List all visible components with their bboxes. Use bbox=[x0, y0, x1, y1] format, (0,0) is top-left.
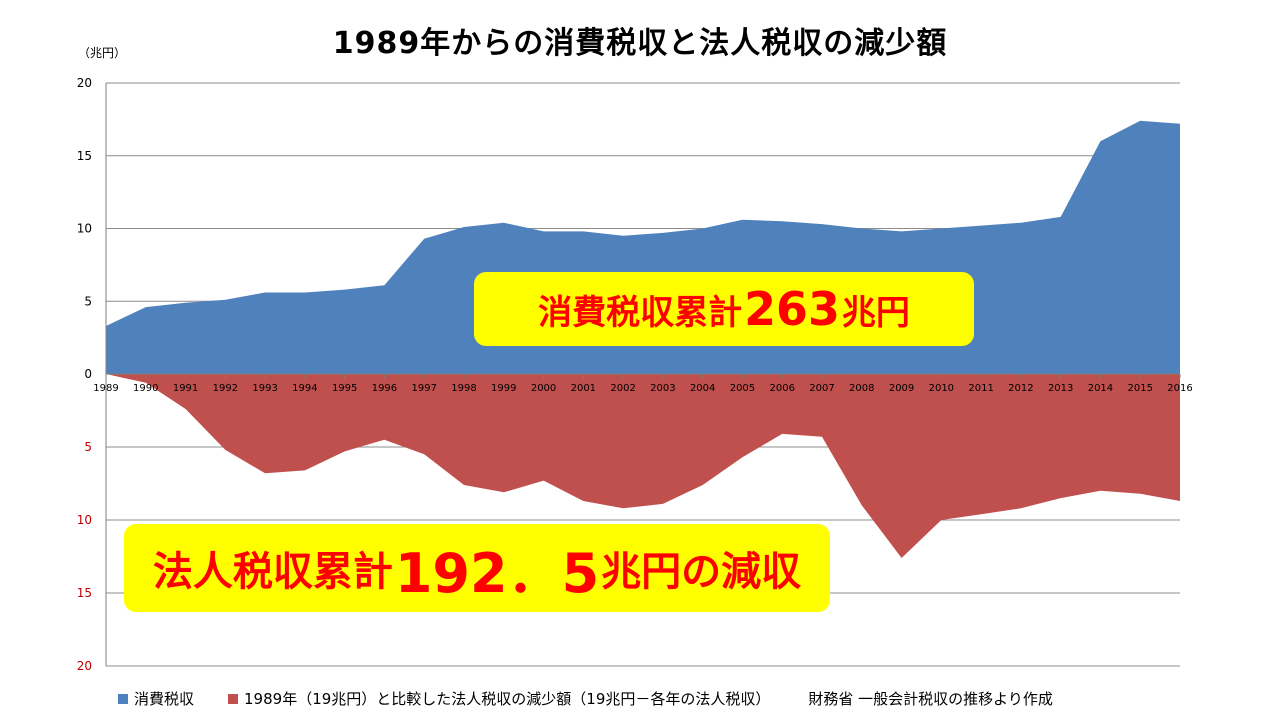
legend-label-corporate: 1989年（19兆円）と比較した法人税収の減少額（19兆円－各年の法人税収） bbox=[244, 690, 771, 708]
x-tick-label: 1993 bbox=[252, 383, 277, 394]
x-tick-label: 2006 bbox=[769, 383, 794, 394]
y-tick-label: 20 bbox=[77, 76, 92, 90]
x-tick-label: 1999 bbox=[491, 383, 516, 394]
y-tick-label-negative: 15 bbox=[77, 586, 92, 600]
y-tick-label: 5 bbox=[84, 294, 92, 308]
x-tick-label: 2013 bbox=[1048, 383, 1073, 394]
x-tick-label: 2012 bbox=[1008, 383, 1033, 394]
y-tick-label: 0 bbox=[84, 367, 92, 381]
x-tick-label: 2004 bbox=[690, 383, 715, 394]
x-tick-label: 1990 bbox=[133, 383, 158, 394]
legend-item-corporate: 1989年（19兆円）と比較した法人税収の減少額（19兆円－各年の法人税収） bbox=[228, 688, 770, 709]
callout-bottom-number: 192．5 bbox=[394, 541, 600, 605]
chart-title: 1989年からの消費税収と法人税収の減少額 bbox=[332, 26, 948, 61]
x-tick-label: 1989 bbox=[93, 383, 118, 394]
x-tick-label: 2005 bbox=[730, 383, 755, 394]
x-tick-label: 2003 bbox=[650, 383, 675, 394]
x-tick-label: 2016 bbox=[1167, 383, 1192, 394]
y-tick-label-negative: 5 bbox=[84, 440, 92, 454]
legend: 消費税収 1989年（19兆円）と比較した法人税収の減少額（19兆円－各年の法人… bbox=[118, 688, 1053, 709]
legend-swatch-consumption bbox=[118, 693, 128, 704]
x-tick-label: 2015 bbox=[1127, 383, 1152, 394]
legend-label-consumption: 消費税収 bbox=[134, 690, 195, 708]
x-tick-label: 2011 bbox=[968, 383, 993, 394]
unit-label: （兆円） bbox=[78, 46, 127, 60]
legend-item-consumption: 消費税収 bbox=[118, 688, 194, 709]
y-tick-label-negative: 20 bbox=[77, 659, 92, 673]
x-tick-label: 1997 bbox=[411, 383, 436, 394]
x-tick-label: 2007 bbox=[809, 383, 834, 394]
x-tick-label: 2008 bbox=[849, 383, 874, 394]
callout-top-suffix: 兆円 bbox=[841, 292, 910, 333]
callout-bottom-prefix: 法人税収累計 bbox=[152, 549, 393, 595]
corporate-total-callout: 法人税収累計 192．5 兆円の減収 bbox=[124, 524, 830, 612]
consumption-total-callout: 消費税収累計 263 兆円 bbox=[474, 272, 974, 346]
x-tick-label: 1995 bbox=[332, 383, 357, 394]
source-note: 財務省 一般会計税収の推移より作成 bbox=[808, 690, 1053, 708]
legend-swatch-corporate bbox=[228, 693, 239, 704]
x-tick-label: 2002 bbox=[610, 383, 635, 394]
x-tick-label: 1996 bbox=[372, 383, 397, 394]
x-tick-label: 2009 bbox=[889, 383, 914, 394]
x-tick-label: 2014 bbox=[1088, 383, 1113, 394]
x-tick-label: 2000 bbox=[531, 383, 556, 394]
series-area-corporate bbox=[106, 374, 1180, 558]
callout-bottom-suffix: 兆円の減収 bbox=[601, 549, 802, 595]
x-tick-label: 2010 bbox=[929, 383, 954, 394]
x-tick-label: 1991 bbox=[173, 383, 198, 394]
y-tick-label: 10 bbox=[77, 222, 92, 236]
x-tick-label: 2001 bbox=[571, 383, 596, 394]
y-tick-label: 15 bbox=[77, 149, 92, 163]
x-tick-label: 1994 bbox=[292, 383, 317, 394]
callout-top-prefix: 消費税収累計 bbox=[538, 292, 743, 333]
x-tick-label: 1992 bbox=[213, 383, 238, 394]
x-tick-label: 1998 bbox=[451, 383, 476, 394]
callout-top-number: 263 bbox=[744, 282, 840, 336]
y-tick-label-negative: 10 bbox=[77, 513, 92, 527]
